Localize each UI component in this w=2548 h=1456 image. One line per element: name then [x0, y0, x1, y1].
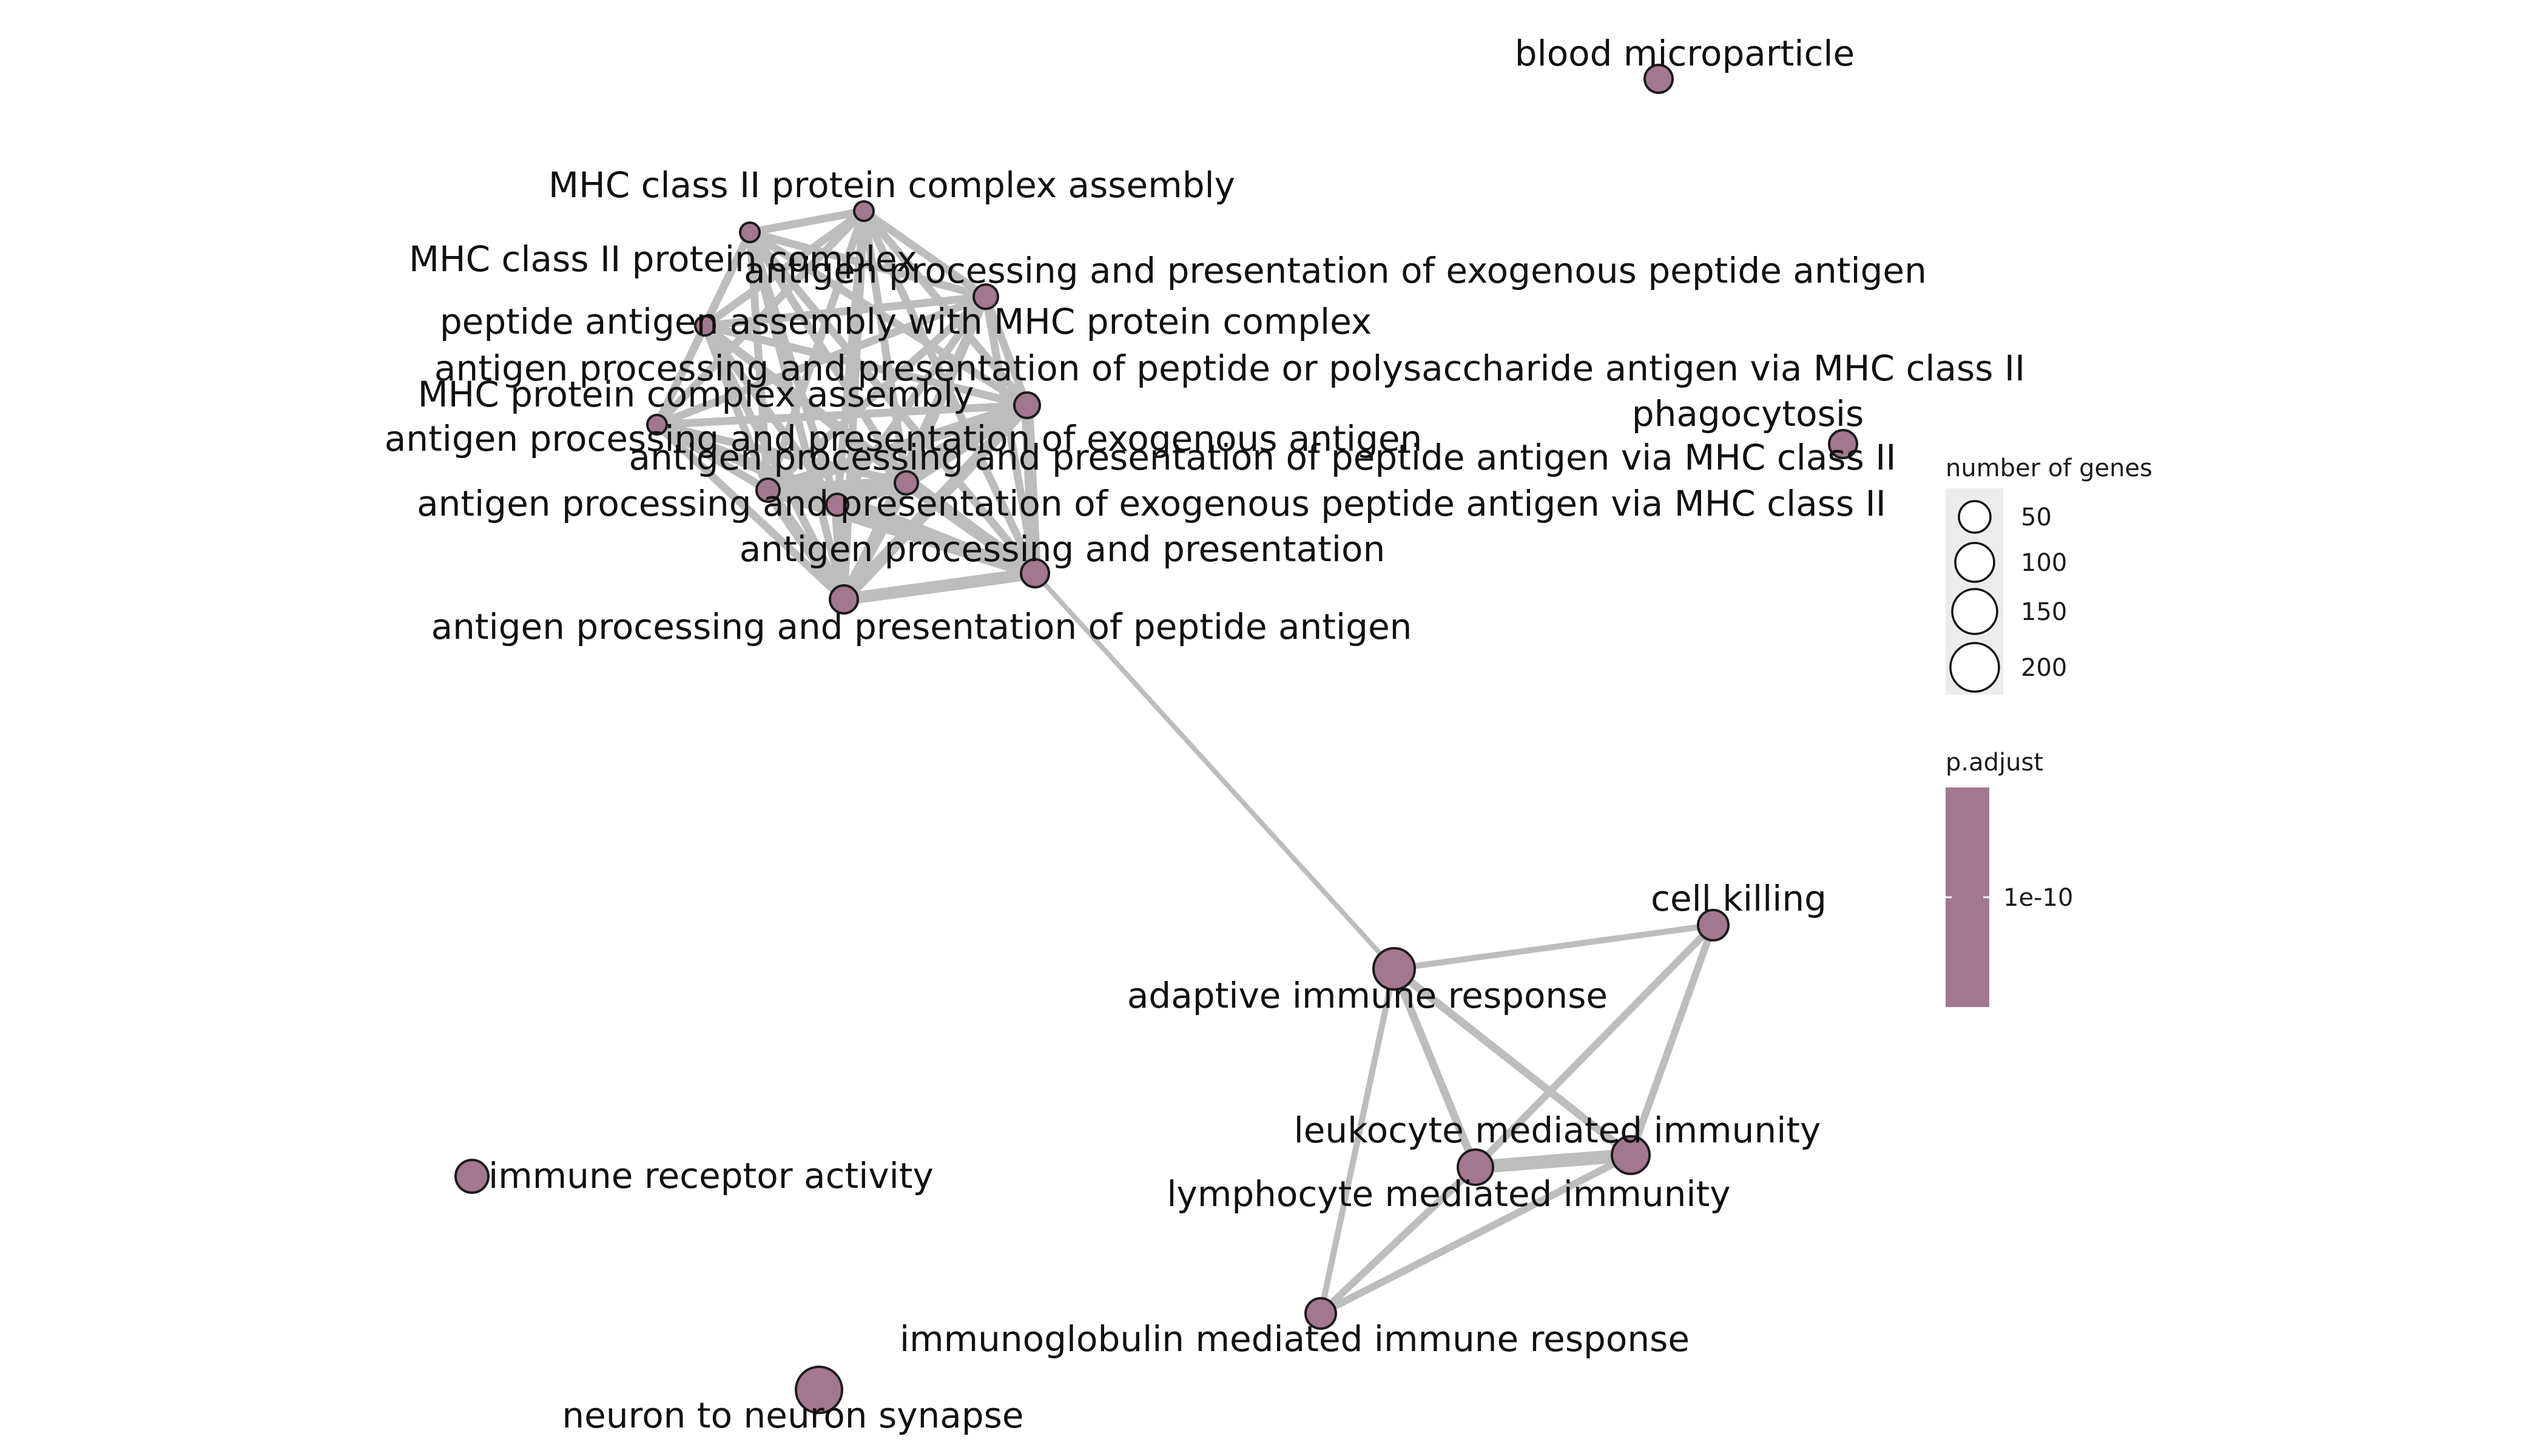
edge: [746, 228, 990, 301]
size-legend-label: 200: [2021, 654, 2067, 682]
node-app-peptide[interactable]: [829, 584, 859, 615]
edge: [1391, 922, 1716, 972]
node-label-cell-killing: cell killing: [1651, 878, 1827, 919]
edge: [1317, 1164, 1479, 1317]
edge: [701, 292, 990, 330]
edge: [653, 401, 1031, 429]
node-peptide-mhc2[interactable]: [894, 470, 919, 496]
node-label-phagocytosis: phagocytosis: [1632, 393, 1864, 434]
node-label-lymphocyte: lymphocyte mediated immunity: [1167, 1173, 1730, 1215]
p-adjust-colorbar: [1946, 787, 1989, 1007]
node-label-exo-antigen: antigen processing and presentation of e…: [385, 418, 1423, 459]
edge: [1469, 1148, 1637, 1174]
edge: [746, 228, 1039, 578]
edge: [1390, 965, 1635, 1159]
edge: [746, 228, 1031, 410]
edge: [1390, 965, 1480, 1171]
legend: number of genes 50 100 150 200 p.adjust 1e-…: [1946, 454, 2152, 1007]
node-label-mhc2-assembly: MHC class II protein complex assembly: [548, 164, 1235, 206]
edge: [900, 477, 1041, 579]
node-label-exo-peptide-mhc2: antigen processing and presentation of e…: [417, 483, 1886, 524]
edge: [831, 499, 1041, 579]
node-label-synapse: neuron to neuron synapse: [562, 1395, 1023, 1436]
node-label-peptide-assembly: peptide antigen assembly with MHC protei…: [440, 301, 1372, 342]
node-cell-killing[interactable]: [1697, 909, 1730, 942]
node-label-exo-peptide: antigen processing and presentation of e…: [744, 250, 1927, 291]
size-legend-label: 50: [2021, 504, 2052, 531]
node-mhc-assembly[interactable]: [646, 414, 668, 436]
edge: [860, 207, 990, 301]
size-legend-circle: [1949, 642, 2000, 693]
node-phagocytosis[interactable]: [1828, 429, 1858, 459]
edge: [746, 207, 868, 237]
node-mhc2-complex[interactable]: [739, 221, 761, 243]
edge: [860, 207, 911, 487]
node-blood-microparticle[interactable]: [1643, 64, 1674, 94]
edge: [762, 399, 1033, 496]
edge: [1033, 571, 1397, 971]
node-peptide-poly-mhc2[interactable]: [1013, 391, 1041, 419]
edge: [1021, 399, 1041, 579]
colorbar-tick-label: 1e-10: [2003, 884, 2073, 912]
node-label-adaptive: adaptive immune response: [1127, 975, 1608, 1016]
edge: [1472, 922, 1717, 1171]
edge: [653, 322, 709, 429]
node-receptor[interactable]: [454, 1159, 490, 1194]
edge: [701, 322, 848, 604]
node-label-peptide-mhc2: antigen processing and presentation of p…: [629, 437, 1896, 478]
node-app[interactable]: [1020, 558, 1050, 588]
labels-layer: blood microparticle MHC class II protein …: [385, 33, 2025, 1436]
node-exo-peptide-mhc2[interactable]: [825, 493, 849, 517]
node-peptide-assembly[interactable]: [694, 315, 716, 337]
edge: [701, 322, 1031, 410]
node-label-app-peptide: antigen processing and presentation of p…: [431, 606, 1412, 647]
size-legend-circle: [1958, 500, 1992, 534]
size-legend-circle: [1951, 588, 1998, 635]
node-label-mhc-assembly: MHC protein complex assembly: [418, 374, 974, 415]
color-legend-title: p.adjust: [1946, 749, 2043, 777]
size-legend-circle: [1954, 542, 1995, 583]
node-label-immunoglobulin: immunoglobulin mediated immune response: [900, 1318, 1690, 1360]
node-label-blood-microparticle: blood microparticle: [1515, 33, 1855, 74]
node-mhc2-assembly[interactable]: [853, 200, 875, 222]
edge: [1317, 1151, 1634, 1317]
node-label-mhc2-complex: MHC class II protein complex: [409, 238, 917, 280]
nodes-layer: [454, 64, 1858, 1414]
edge: [838, 567, 1041, 605]
edge: [831, 499, 850, 605]
edge: [653, 420, 848, 604]
node-label-app: antigen processing and presentation: [740, 528, 1386, 570]
node-label-peptide-poly-mhc2: antigen processing and presentation of p…: [434, 348, 2025, 389]
node-adaptive[interactable]: [1372, 947, 1416, 991]
size-legend-items: 50 100 150 200: [1949, 500, 2067, 693]
edge: [653, 420, 911, 487]
node-label-leukocyte: leukocyte mediated immunity: [1294, 1110, 1821, 1151]
node-exo-antigen[interactable]: [755, 477, 781, 503]
node-exo-peptide[interactable]: [972, 283, 999, 310]
edge: [762, 484, 850, 605]
edge: [838, 477, 912, 605]
node-lymphocyte[interactable]: [1611, 1135, 1651, 1175]
size-legend-label: 100: [2021, 549, 2067, 577]
node-synapse[interactable]: [795, 1366, 843, 1414]
node-leukocyte[interactable]: [1457, 1148, 1494, 1186]
size-legend-title: number of genes: [1946, 454, 2152, 482]
edge: [653, 292, 990, 429]
size-legend-label: 150: [2021, 598, 2067, 626]
edge: [1318, 966, 1397, 1316]
edges-layer: [653, 207, 1717, 1317]
edge: [1627, 922, 1717, 1159]
node-immunoglobulin[interactable]: [1304, 1297, 1337, 1330]
node-label-receptor: immune receptor activity: [488, 1155, 934, 1196]
